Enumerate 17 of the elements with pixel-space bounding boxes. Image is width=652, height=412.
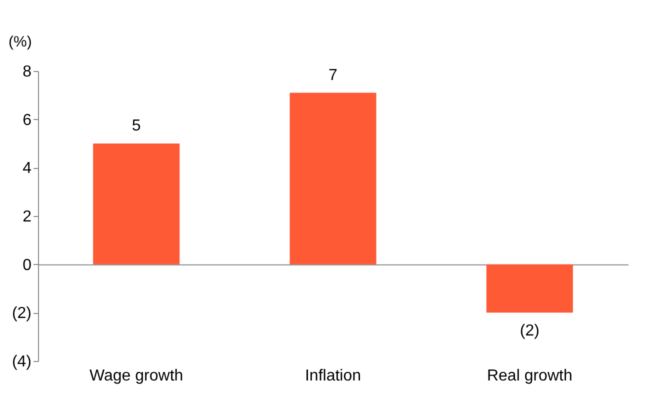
y-tick-label: 0 xyxy=(22,256,32,274)
data-label: 5 xyxy=(132,118,141,134)
bar xyxy=(290,92,376,264)
y-tick-label: 2 xyxy=(22,208,32,226)
y-tick-label: 6 xyxy=(22,112,32,129)
bar xyxy=(486,264,573,313)
data-label: (2) xyxy=(520,322,540,340)
x-tick-label: Inflation xyxy=(304,368,362,384)
bar xyxy=(93,144,180,264)
y-tick-label: 4 xyxy=(22,160,32,178)
x-tick-label: Real growth xyxy=(486,368,572,384)
data-label: 7 xyxy=(328,66,338,84)
y-axis-title: (%) xyxy=(8,34,32,50)
y-tick-label: 8 xyxy=(22,64,32,80)
y-tick-label: (2) xyxy=(12,305,32,322)
x-tick-label: Wage growth xyxy=(89,368,184,384)
y-tick-label: (4) xyxy=(12,354,32,370)
